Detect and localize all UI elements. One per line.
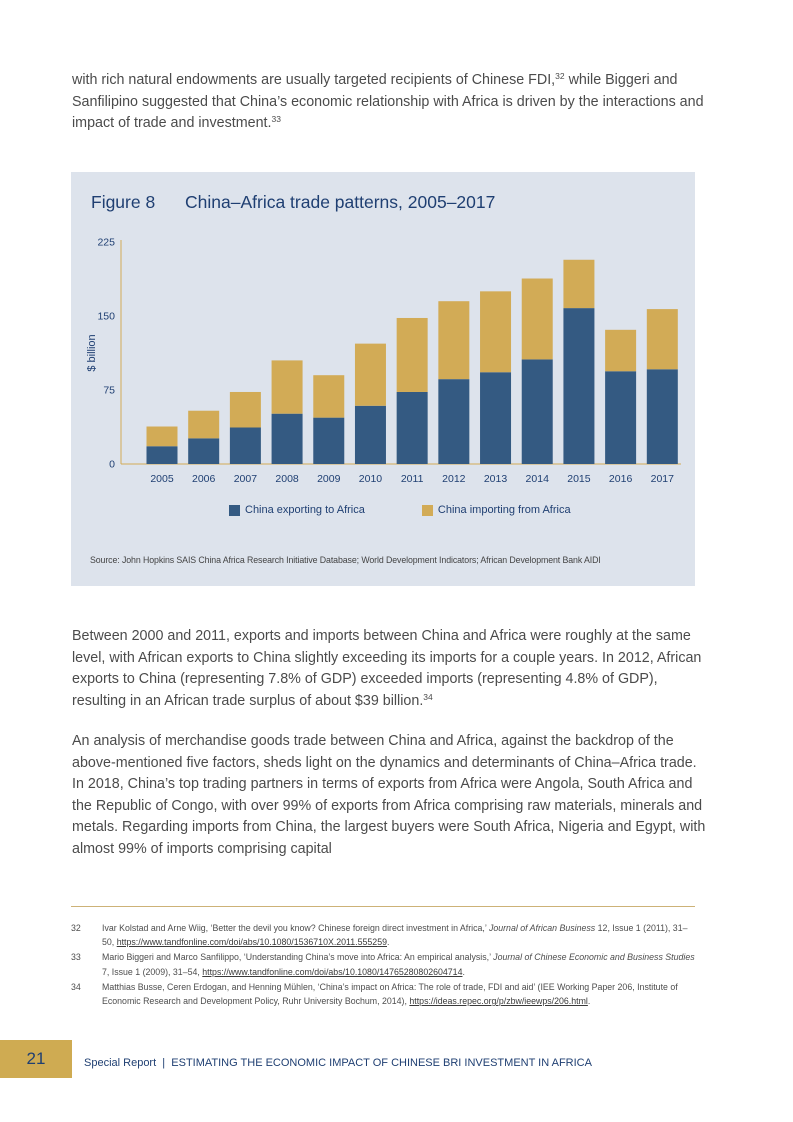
analysis-paragraph: An analysis of merchandise goods trade b…: [72, 733, 706, 857]
page-number: 21: [0, 1040, 72, 1078]
trade-chart: 0 75 150 225 $ billion 2005 2006 2007 2008 2009 20…: [86, 237, 681, 485]
y-tick-label: 225: [97, 237, 115, 249]
footer-separator: |: [162, 1057, 166, 1069]
bar-imports-2010: [354, 343, 386, 406]
footnote-link[interactable]: https://www.tandfonline.com/doi/abs/10.1…: [116, 937, 387, 948]
footnote-link[interactable]: https://www.tandfonline.com/doi/abs/10.1…: [202, 966, 463, 977]
bar-imports-2012: [438, 301, 470, 380]
bar-imports-2013: [480, 291, 512, 373]
footnote-link[interactable]: https://ideas.repec.org/p/zbw/ieewps/206…: [409, 996, 588, 1007]
footnote-ref-33[interactable]: 33: [271, 114, 281, 124]
bar-exports-2007: [229, 427, 261, 464]
bar-imports-2008: [271, 360, 303, 414]
x-tick-label: 2015: [567, 473, 591, 485]
figure-8: Figure 8 China–Africa trade patterns, 200…: [71, 172, 695, 586]
figure-title: Figure 8 China–Africa trade patterns, 200…: [91, 192, 495, 213]
bar-exports-2009: [313, 417, 345, 464]
x-tick-label: 2008: [275, 473, 299, 485]
bar-exports-2008: [271, 413, 303, 464]
x-tick-label: 2017: [651, 473, 675, 485]
x-tick-label: 2010: [359, 473, 383, 485]
bar-imports-2017: [646, 309, 678, 370]
running-footer: Special Report | ESTIMATING THE ECONOMIC…: [84, 1057, 592, 1069]
bar-imports-2016: [605, 329, 637, 372]
bar-exports-2010: [354, 405, 386, 464]
bar-exports-2011: [396, 391, 428, 464]
bar-exports-2015: [563, 308, 595, 464]
footnote-34: 34 Matthias Busse, Ceren Erdogan, and He…: [71, 980, 695, 1008]
bar-imports-2014: [521, 278, 553, 360]
figure-caption: China–Africa trade patterns, 2005–2017: [185, 192, 496, 212]
intro-paragraph: with rich natural endowments are usually…: [72, 71, 704, 131]
bar-exports-2014: [521, 359, 553, 464]
bar-imports-2006: [188, 410, 220, 439]
x-tick-label: 2006: [192, 473, 216, 485]
x-tick-label: 2013: [484, 473, 508, 485]
footnote-32: 32 Ivar Kolstad and Arne Wiig, ‘Better t…: [71, 921, 695, 949]
legend-item-exports: China exporting to Africa: [229, 504, 365, 516]
bar-exports-2006: [188, 438, 220, 464]
bar-imports-2007: [229, 391, 261, 428]
bar-exports-2012: [438, 379, 470, 464]
bar-exports-2013: [480, 372, 512, 464]
bar-imports-2005: [146, 426, 178, 447]
bar-imports-2009: [313, 375, 345, 418]
footnote-text: Mario Biggeri and Marco Sanfilippo, ‘Und…: [102, 952, 695, 977]
x-tick-label: 2016: [609, 473, 633, 485]
legend-item-imports: China importing from Africa: [421, 504, 571, 516]
x-tick-label: 2014: [526, 473, 550, 485]
footnote-ref-32[interactable]: 32: [555, 71, 565, 81]
footnote-text: Ivar Kolstad and Arne Wiig, ‘Better the …: [102, 923, 688, 948]
trade-paragraph: Between 2000 and 2011, exports and impor…: [72, 628, 702, 709]
x-tick-label: 2009: [317, 473, 341, 485]
y-tick-label: 0: [109, 459, 115, 471]
footer-title: ESTIMATING THE ECONOMIC IMPACT OF CHINES…: [171, 1057, 592, 1069]
y-tick-label: 150: [97, 311, 115, 323]
bar-exports-2016: [605, 371, 637, 464]
footnote-33: 33 Mario Biggeri and Marco Sanfilippo, ‘…: [71, 950, 695, 978]
footnote-text: Matthias Busse, Ceren Erdogan, and Henni…: [102, 981, 678, 1007]
x-tick-label: 2012: [442, 473, 466, 485]
x-tick-label: 2011: [401, 473, 424, 485]
footnotes: 32 Ivar Kolstad and Arne Wiig, ‘Better t…: [71, 921, 695, 1009]
legend-swatch-exports: [229, 504, 240, 516]
footnote-ref-34[interactable]: 34: [423, 691, 433, 702]
footnote-divider: [71, 906, 695, 907]
footnote-number: 32: [71, 923, 81, 933]
figure-source: Source: John Hopkins SAIS China Africa R…: [90, 555, 601, 565]
x-tick-label: 2005: [150, 473, 174, 485]
legend-swatch-imports: [421, 504, 433, 516]
bar-exports-2005: [146, 446, 178, 464]
legend-label-exports: China exporting to Africa: [245, 504, 365, 516]
figure-number: Figure 8: [91, 192, 156, 212]
bar-imports-2015: [563, 259, 595, 309]
bar-imports-2011: [396, 317, 428, 392]
y-axis-title: $ billion: [86, 334, 98, 371]
bar-exports-2017: [646, 369, 678, 464]
footnote-number: 33: [71, 952, 81, 963]
chart-legend: China exporting to Africa China importin…: [229, 504, 571, 519]
x-tick-label: 2007: [234, 473, 258, 485]
legend-label-imports: China importing from Africa: [437, 504, 571, 516]
footnote-number: 34: [71, 981, 81, 992]
footer-label: Special Report: [84, 1057, 157, 1069]
y-tick-label: 75: [103, 385, 115, 397]
